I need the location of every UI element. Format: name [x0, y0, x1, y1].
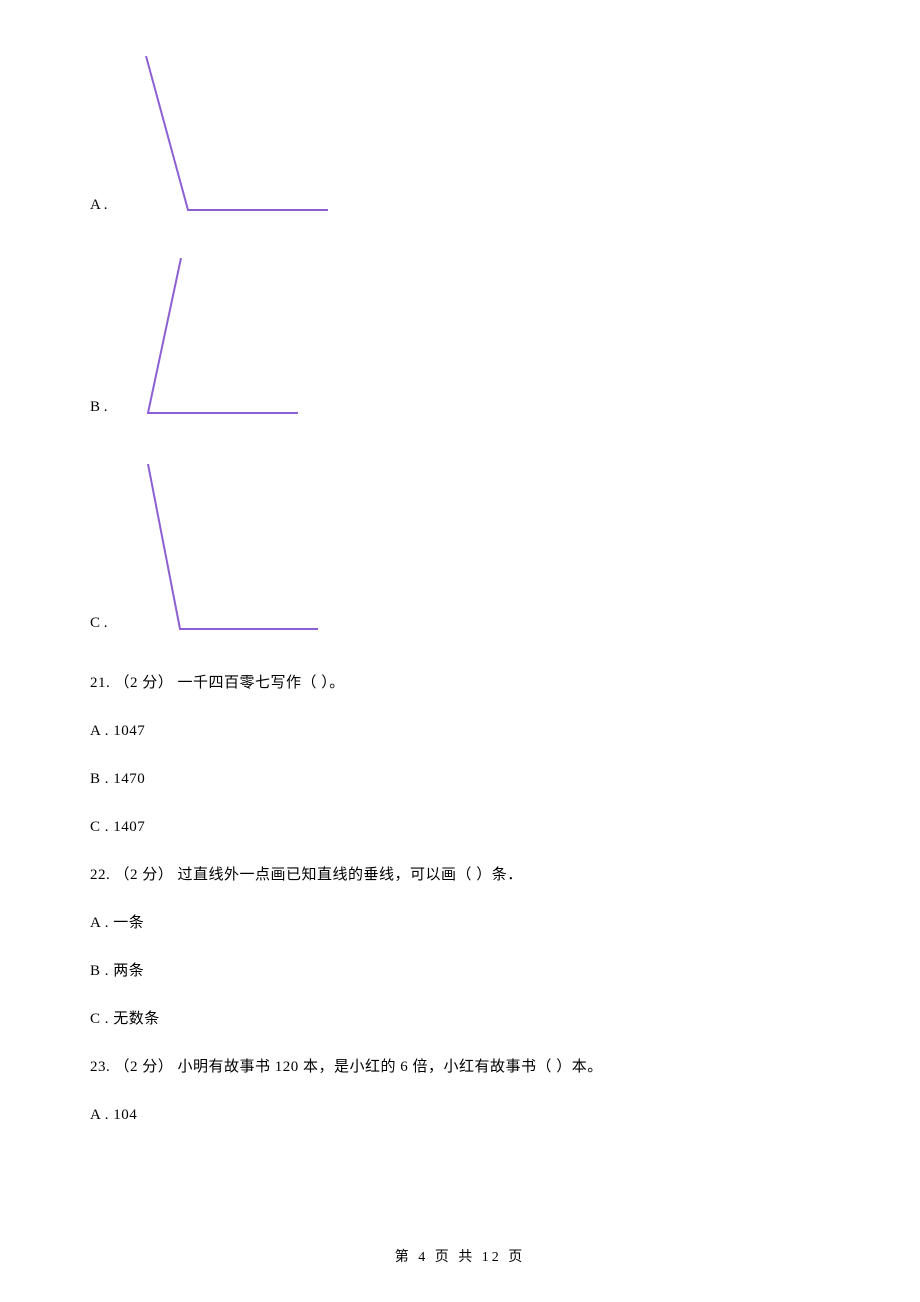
option-a-label: A . [90, 197, 108, 214]
q23-text: 23. （2 分） 小明有故事书 120 本，是小红的 6 倍，小红有故事书（ … [90, 1058, 830, 1076]
q21-option-b: B . 1470 [90, 770, 830, 788]
page-footer: 第 4 页 共 12 页 [0, 1246, 920, 1266]
option-c-label: C . [90, 615, 108, 632]
q23-option-a: A . 104 [90, 1106, 830, 1124]
option-b-label: B . [90, 399, 108, 416]
q21-text: 21. （2 分） 一千四百零七写作（ ）。 [90, 674, 830, 692]
q22-text: 22. （2 分） 过直线外一点画已知直线的垂线，可以画（ ）条． [90, 866, 830, 884]
q21-option-c: C . 1407 [90, 818, 830, 836]
q22-option-a: A . 一条 [90, 914, 830, 932]
angle-b-shape [108, 258, 308, 418]
q22-option-c: C . 无数条 [90, 1010, 830, 1028]
q21-option-a: A . 1047 [90, 722, 830, 740]
option-a-row: A . [90, 56, 830, 216]
angle-a-shape [108, 56, 328, 216]
page: A . B . C . 21. （2 分） 一千四百零七写作（ ）。 A . 1… [0, 0, 920, 1302]
option-b-row: B . [90, 258, 830, 418]
option-c-row: C . [90, 464, 830, 634]
angle-c-shape [108, 464, 318, 634]
q22-option-b: B . 两条 [90, 962, 830, 980]
